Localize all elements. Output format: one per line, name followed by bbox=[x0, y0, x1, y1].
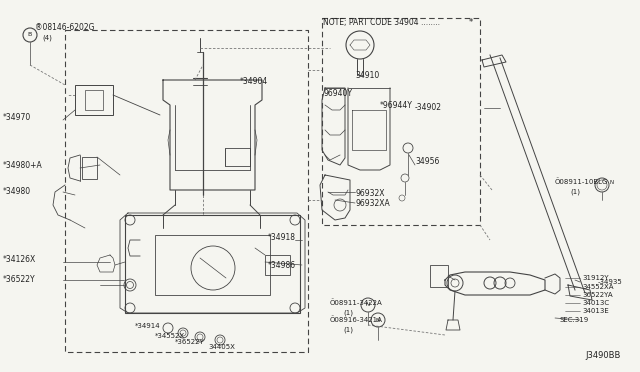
Text: *34986: *34986 bbox=[268, 260, 296, 269]
Text: 96940Y: 96940Y bbox=[323, 89, 352, 97]
Text: *: * bbox=[469, 17, 473, 26]
Text: 34405X: 34405X bbox=[208, 344, 235, 350]
Text: 36522YA: 36522YA bbox=[582, 292, 612, 298]
Text: 34552XA: 34552XA bbox=[582, 284, 614, 290]
Text: *96944Y: *96944Y bbox=[380, 102, 413, 110]
Text: -34935: -34935 bbox=[598, 279, 623, 285]
Text: (1): (1) bbox=[343, 327, 353, 333]
Text: (1): (1) bbox=[343, 310, 353, 316]
Text: Õ08911-10BLG: Õ08911-10BLG bbox=[555, 179, 609, 185]
Text: *34552X: *34552X bbox=[155, 333, 185, 339]
Text: *34970: *34970 bbox=[3, 113, 31, 122]
Text: 96932X: 96932X bbox=[355, 189, 385, 198]
Text: N: N bbox=[610, 180, 614, 185]
Text: NOTE; PART CODE 34904 ........: NOTE; PART CODE 34904 ........ bbox=[323, 17, 440, 26]
Text: 31912Y: 31912Y bbox=[582, 275, 609, 281]
Bar bbox=[85, 90, 103, 110]
Text: J3490BB: J3490BB bbox=[585, 350, 620, 359]
Bar bbox=[125, 215, 300, 313]
Text: -34902: -34902 bbox=[415, 103, 442, 112]
Text: 34956: 34956 bbox=[415, 157, 440, 167]
Bar bbox=[155, 235, 270, 295]
Text: Õ08916-3421A: Õ08916-3421A bbox=[330, 317, 383, 323]
Text: SEC.319: SEC.319 bbox=[560, 317, 589, 323]
Text: 34013C: 34013C bbox=[582, 300, 609, 306]
Text: *34126X: *34126X bbox=[3, 256, 36, 264]
Text: *36522Y: *36522Y bbox=[3, 276, 36, 285]
Bar bbox=[265, 255, 290, 275]
Text: (4): (4) bbox=[42, 35, 52, 41]
Text: *34918: *34918 bbox=[268, 234, 296, 243]
Bar bbox=[430, 265, 448, 287]
Text: *34980+A: *34980+A bbox=[3, 160, 43, 170]
Text: N: N bbox=[376, 317, 380, 323]
Text: *34914: *34914 bbox=[135, 323, 161, 329]
Text: ®08146-6202G: ®08146-6202G bbox=[35, 23, 95, 32]
Bar bbox=[225, 148, 250, 166]
Text: (1): (1) bbox=[570, 189, 580, 195]
Text: 34013E: 34013E bbox=[582, 308, 609, 314]
Bar bbox=[82, 157, 97, 179]
Text: *36522Y: *36522Y bbox=[175, 339, 205, 345]
Text: Õ08911-3422A: Õ08911-3422A bbox=[330, 300, 383, 307]
Text: B: B bbox=[27, 32, 31, 38]
Text: 34910: 34910 bbox=[355, 71, 380, 80]
Text: *34904: *34904 bbox=[240, 77, 268, 87]
Bar bbox=[75, 85, 113, 115]
Text: 96932XA: 96932XA bbox=[355, 199, 390, 208]
Text: *34980: *34980 bbox=[3, 187, 31, 196]
Text: N: N bbox=[366, 302, 370, 308]
